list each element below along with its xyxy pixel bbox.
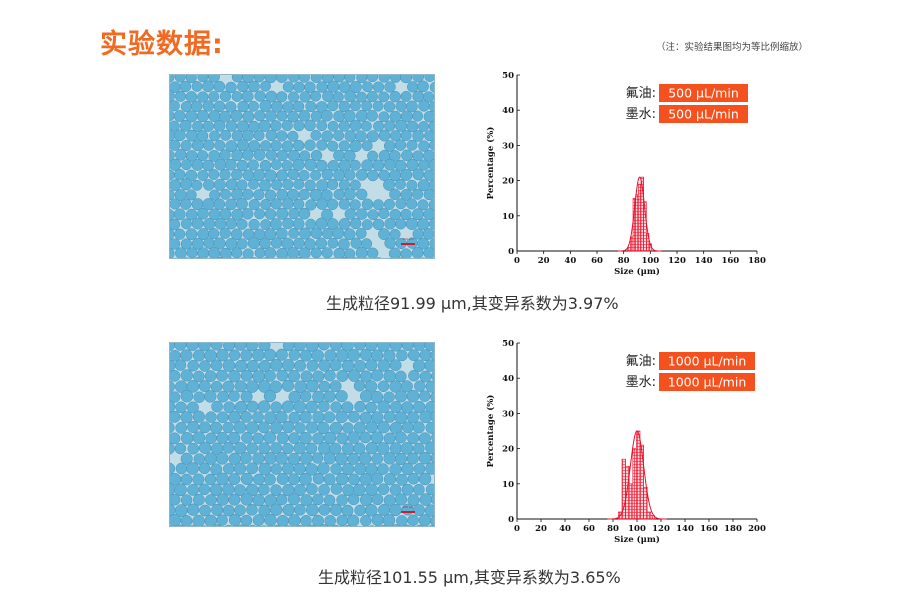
y-tick-label: 40 — [502, 374, 514, 384]
x-tick-label: 80 — [618, 256, 630, 266]
y-tick-label: 50 — [502, 71, 514, 81]
x-tick-label: 200 — [748, 524, 766, 534]
y-axis-label: Percentage (%) — [485, 127, 496, 200]
histogram-bar — [636, 430, 641, 520]
gaussian-fit-curve — [607, 430, 667, 520]
droplet-micrograph-1: 100 μm — [169, 74, 435, 259]
legend-value-box — [659, 84, 748, 102]
scale-note: （注：实验结果图均为等比例缩放） — [655, 42, 808, 53]
y-tick-label: 10 — [502, 480, 514, 490]
y-tick-label: 20 — [502, 177, 514, 187]
x-tick-label: 180 — [748, 256, 766, 266]
size-distribution-chart-1: 0 10 20 30 40 50 0 20 40 60 80 100 120 140 160 180 Size … — [485, 71, 766, 277]
legend-value-box — [659, 352, 755, 370]
y-tick-label: 0 — [508, 247, 514, 257]
x-tick-label: 100 — [628, 524, 646, 534]
histogram-bar — [639, 444, 644, 520]
droplet-array — [170, 343, 434, 526]
scale-bar — [401, 511, 415, 513]
histogram-bar — [632, 448, 637, 520]
legend-value: 500 μL/min — [668, 86, 739, 101]
histogram-bar — [643, 487, 648, 520]
gaussian-fit-curve — [617, 176, 662, 252]
scale-bar-label: 100 μm — [402, 505, 414, 509]
legend-label: 墨水: — [626, 375, 656, 390]
x-tick-label: 80 — [607, 524, 619, 534]
legend-value-box — [659, 105, 748, 123]
caption-1: 生成粒径91.99 μm,其变异系数为3.97% — [326, 294, 619, 313]
histogram-bar — [625, 465, 630, 520]
page-title: 实验数据: — [100, 29, 224, 60]
scale-bar-label: 100 μm — [402, 237, 414, 241]
legend-label: 氟油: — [626, 86, 656, 101]
x-tick-label: 160 — [721, 256, 739, 266]
legend-value-box — [659, 373, 755, 391]
legend-value: 500 μL/min — [668, 107, 739, 122]
x-tick-label: 0 — [514, 256, 520, 266]
legend-value: 1000 μL/min — [668, 354, 747, 369]
x-tick-label: 20 — [535, 524, 547, 534]
y-tick-label: 10 — [502, 212, 514, 222]
x-tick-label: 40 — [559, 524, 571, 534]
scale-bar — [401, 243, 415, 245]
x-tick-label: 60 — [583, 524, 595, 534]
x-tick-label: 140 — [695, 256, 713, 266]
y-tick-label: 30 — [502, 409, 514, 419]
histogram-bar — [638, 183, 642, 252]
x-axis-label: Size (μm) — [614, 266, 660, 277]
histogram-bar — [650, 515, 655, 520]
x-tick-label: 120 — [652, 524, 670, 534]
x-tick-label: 60 — [591, 256, 603, 266]
legend-value: 1000 μL/min — [668, 375, 747, 390]
x-tick-label: 180 — [724, 524, 742, 534]
histogram-bar — [646, 511, 652, 520]
y-tick-label: 0 — [508, 515, 514, 525]
y-tick-label: 40 — [502, 106, 514, 116]
y-tick-label: 30 — [502, 141, 514, 151]
x-tick-label: 20 — [538, 256, 550, 266]
y-axis-label: Percentage (%) — [485, 395, 496, 468]
histogram-bar — [635, 194, 639, 252]
histogram-bar — [628, 483, 634, 520]
x-tick-label: 0 — [514, 524, 520, 534]
droplet-micrograph-2: 100 μm — [169, 342, 435, 527]
x-tick-label: 160 — [700, 524, 718, 534]
droplet-array — [170, 75, 434, 258]
caption-2: 生成粒径101.55 μm,其变异系数为3.65% — [318, 568, 621, 587]
x-tick-label: 100 — [641, 256, 659, 266]
legend-label: 墨水: — [626, 107, 656, 122]
x-tick-label: 120 — [668, 256, 686, 266]
legend-label: 氟油: — [626, 354, 656, 369]
y-tick-label: 50 — [502, 339, 514, 349]
histogram-bar — [643, 201, 647, 252]
histogram-bar — [627, 247, 631, 252]
y-tick-label: 20 — [502, 445, 514, 455]
x-axis-label: Size (μm) — [614, 534, 660, 545]
x-tick-label: 40 — [564, 256, 576, 266]
x-tick-label: 140 — [676, 524, 694, 534]
size-distribution-chart-2: 0 10 20 30 40 50 0 20 40 60 80 100 120 140 160 180 200 Si… — [485, 339, 766, 545]
